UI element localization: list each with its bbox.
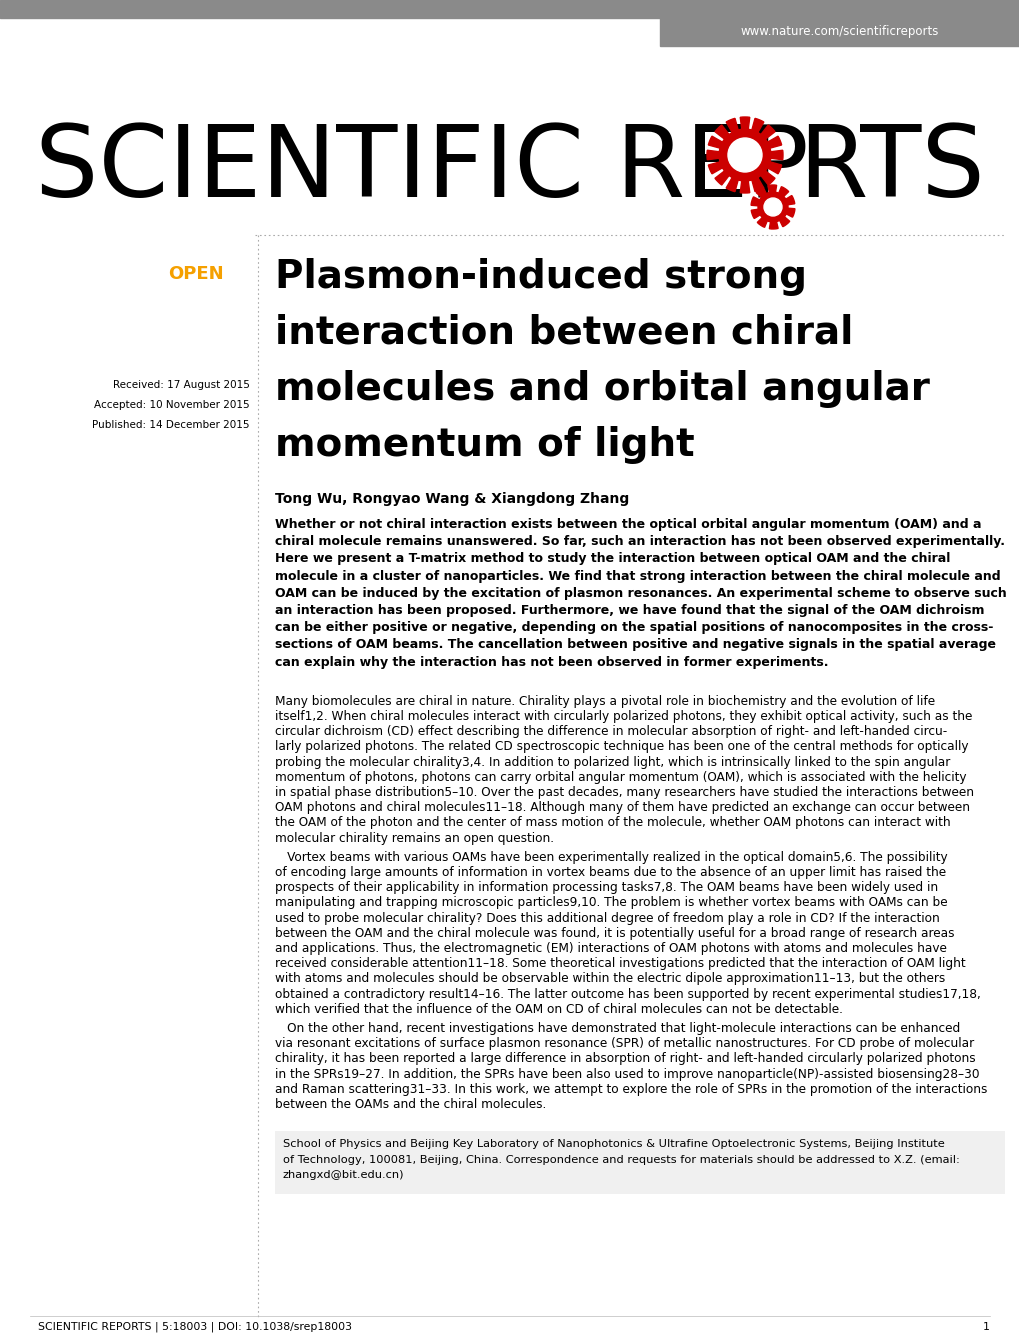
Text: manipulating and trapping microscopic particles9,10. The problem is whether vort: manipulating and trapping microscopic pa… — [275, 896, 947, 910]
Wedge shape — [759, 170, 774, 185]
Wedge shape — [740, 180, 749, 193]
Text: received considerable attention11–18. Some theoretical investigations predicted : received considerable attention11–18. So… — [275, 957, 965, 970]
Text: obtained a contradictory result14–16. The latter outcome has been supported by r: obtained a contradictory result14–16. Th… — [275, 988, 980, 1001]
Text: used to probe molecular chirality? Does this additional degree of freedom play a: used to probe molecular chirality? Does … — [275, 911, 938, 925]
Wedge shape — [714, 170, 729, 185]
Text: can explain why the interaction has not been observed in former experiments.: can explain why the interaction has not … — [275, 655, 827, 669]
Wedge shape — [777, 186, 788, 197]
Text: between the OAMs and the chiral molecules.: between the OAMs and the chiral molecule… — [275, 1097, 546, 1111]
Text: molecule in a cluster of nanoparticles. We find that strong interaction between : molecule in a cluster of nanoparticles. … — [275, 570, 1000, 583]
Text: sections of OAM beams. The cancellation between positive and negative signals in: sections of OAM beams. The cancellation … — [275, 638, 995, 651]
Text: Whether or not chiral interaction exists between the optical orbital angular mom: Whether or not chiral interaction exists… — [275, 519, 980, 531]
Wedge shape — [751, 209, 760, 218]
Wedge shape — [726, 118, 738, 133]
Text: SCIENTIFIC REPORTS | 5:18003 | DOI: 10.1038/srep18003: SCIENTIFIC REPORTS | 5:18003 | DOI: 10.1… — [38, 1323, 352, 1332]
Text: can be either positive or negative, depending on the spatial positions of nanoco: can be either positive or negative, depe… — [275, 622, 993, 634]
Text: Plasmon-induced strong: Plasmon-induced strong — [275, 259, 806, 296]
Wedge shape — [766, 137, 781, 149]
Text: On the other hand, recent investigations have demonstrated that light-molecule i: On the other hand, recent investigations… — [275, 1022, 959, 1034]
Text: larly polarized photons. The related CD spectroscopic technique has been one of : larly polarized photons. The related CD … — [275, 741, 968, 753]
Wedge shape — [714, 125, 729, 139]
Circle shape — [757, 192, 788, 222]
Text: prospects of their applicability in information processing tasks7,8. The OAM bea: prospects of their applicability in info… — [275, 882, 937, 894]
Wedge shape — [766, 162, 781, 174]
Text: Tong Wu, Rongyao Wang & Xiangdong Zhang: Tong Wu, Rongyao Wang & Xiangdong Zhang — [275, 492, 629, 507]
Wedge shape — [706, 150, 719, 159]
Text: molecular chirality remains an open question.: molecular chirality remains an open ques… — [275, 832, 553, 844]
Text: Published: 14 December 2015: Published: 14 December 2015 — [93, 419, 250, 430]
Text: with atoms and molecules should be observable within the electric dipole approxi: with atoms and molecules should be obser… — [275, 973, 945, 985]
Text: 1: 1 — [982, 1323, 989, 1332]
Text: interaction between chiral: interaction between chiral — [275, 314, 853, 352]
Text: itself1,2. When chiral molecules interact with circularly polarized photons, the: itself1,2. When chiral molecules interac… — [275, 710, 971, 724]
Text: circular dichroism (CD) effect describing the difference in molecular absorption: circular dichroism (CD) effect describin… — [275, 725, 947, 738]
Text: OAM can be induced by the excitation of plasmon resonances. An experimental sche: OAM can be induced by the excitation of … — [275, 587, 1006, 600]
Text: in spatial phase distribution5–10. Over the past decades, many researchers have : in spatial phase distribution5–10. Over … — [275, 787, 973, 799]
Text: chiral molecule remains unanswered. So far, such an interaction has not been obs: chiral molecule remains unanswered. So f… — [275, 535, 1004, 548]
Text: of Technology, 100081, Beijing, China. Correspondence and requests for materials: of Technology, 100081, Beijing, China. C… — [282, 1155, 959, 1164]
Text: in the SPRs19–27. In addition, the SPRs have been also used to improve nanoparti: in the SPRs19–27. In addition, the SPRs … — [275, 1068, 978, 1080]
Text: RTS: RTS — [797, 122, 984, 218]
Text: Accepted: 10 November 2015: Accepted: 10 November 2015 — [95, 401, 250, 410]
Wedge shape — [759, 125, 774, 139]
Wedge shape — [751, 177, 763, 192]
Text: OPEN: OPEN — [168, 265, 223, 283]
Wedge shape — [779, 216, 789, 226]
Text: chirality, it has been reported a large difference in absorption of right- and l: chirality, it has been reported a large … — [275, 1052, 974, 1065]
Text: Many biomolecules are chiral in nature. Chirality plays a pivotal role in bioche: Many biomolecules are chiral in nature. … — [275, 695, 934, 708]
Text: and Raman scattering31–33. In this work, we attempt to explore the role of SPRs : and Raman scattering31–33. In this work,… — [275, 1083, 986, 1096]
Text: OAM photons and chiral molecules11–18. Although many of them have predicted an e: OAM photons and chiral molecules11–18. A… — [275, 801, 969, 815]
Text: via resonant excitations of surface plasmon resonance (SPR) of metallic nanostru: via resonant excitations of surface plas… — [275, 1037, 973, 1051]
Bar — [275, 1131, 1004, 1194]
Wedge shape — [785, 208, 794, 217]
Text: of encoding large amounts of information in vortex beams due to the absence of a: of encoding large amounts of information… — [275, 866, 946, 879]
Wedge shape — [756, 217, 767, 228]
Circle shape — [763, 198, 782, 216]
Text: an interaction has been proposed. Furthermore, we have found that the signal of : an interaction has been proposed. Furthe… — [275, 604, 983, 616]
Wedge shape — [769, 150, 783, 159]
Text: Here we present a T-matrix method to study the interaction between optical OAM a: Here we present a T-matrix method to stu… — [275, 552, 950, 565]
Wedge shape — [707, 137, 722, 149]
Wedge shape — [768, 221, 777, 229]
Bar — [0, 0, 1019, 17]
Text: School of Physics and Beijing Key Laboratory of Nanophotonics & Ultrafine Optoel: School of Physics and Beijing Key Labora… — [282, 1139, 944, 1150]
Text: SCIENTIFIC REP: SCIENTIFIC REP — [35, 122, 808, 218]
Text: momentum of photons, photons can carry orbital angular momentum (OAM), which is : momentum of photons, photons can carry o… — [275, 770, 966, 784]
Wedge shape — [750, 197, 760, 206]
Text: momentum of light: momentum of light — [275, 426, 694, 464]
Text: and applications. Thus, the electromagnetic (EM) interactions of OAM photons wit: and applications. Thus, the electromagne… — [275, 942, 946, 955]
Text: Vortex beams with various OAMs have been experimentally realized in the optical : Vortex beams with various OAMs have been… — [275, 851, 947, 864]
Circle shape — [728, 138, 761, 172]
Circle shape — [718, 129, 770, 181]
Text: www.nature.com/scientificreports: www.nature.com/scientificreports — [740, 25, 938, 39]
Wedge shape — [767, 185, 775, 193]
Text: molecules and orbital angular: molecules and orbital angular — [275, 370, 929, 407]
Wedge shape — [740, 117, 749, 130]
Wedge shape — [785, 196, 794, 205]
Wedge shape — [726, 177, 738, 192]
Text: Received: 17 August 2015: Received: 17 August 2015 — [113, 381, 250, 390]
Wedge shape — [755, 188, 766, 198]
Text: between the OAM and the chiral molecule was found, it is potentially useful for : between the OAM and the chiral molecule … — [275, 927, 954, 939]
Text: zhangxd@bit.edu.cn): zhangxd@bit.edu.cn) — [282, 1170, 405, 1181]
Wedge shape — [751, 118, 763, 133]
Text: probing the molecular chirality3,4. In addition to polarized light, which is int: probing the molecular chirality3,4. In a… — [275, 756, 950, 769]
Text: the OAM of the photon and the center of mass motion of the molecule, whether OAM: the OAM of the photon and the center of … — [275, 816, 950, 829]
Bar — [659, 17, 1019, 46]
Text: which verified that the influence of the OAM on CD of chiral molecules can not b: which verified that the influence of the… — [275, 1002, 842, 1016]
Wedge shape — [707, 162, 722, 174]
